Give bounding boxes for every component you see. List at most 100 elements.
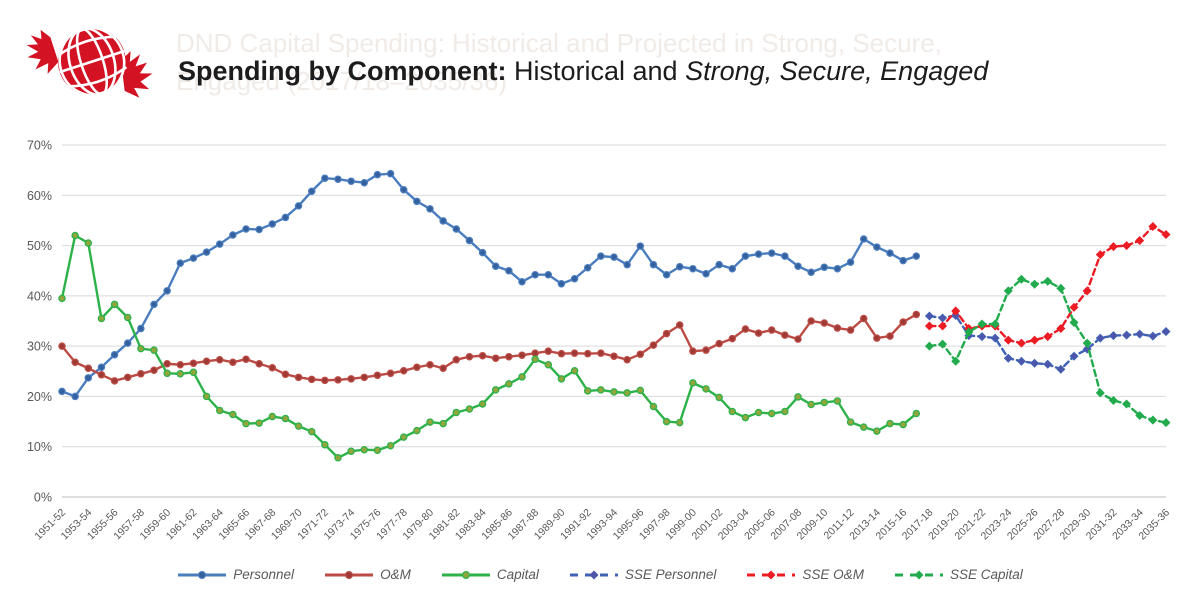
data-point-marker: [176, 370, 185, 378]
data-point-marker: [399, 367, 408, 375]
data-point-marker: [583, 349, 592, 358]
y-axis-tick-label: 40%: [27, 289, 52, 303]
data-point-marker: [938, 313, 948, 323]
data-point-marker: [1122, 399, 1132, 409]
data-point-marker: [767, 326, 776, 334]
data-point-marker: [531, 349, 539, 357]
data-point-marker: [360, 445, 369, 454]
data-point-marker: [1069, 351, 1079, 361]
data-point-marker: [623, 355, 631, 364]
data-point-marker: [570, 349, 579, 357]
data-point-marker: [137, 370, 145, 378]
data-point-marker: [912, 310, 921, 319]
data-point-marker: [715, 393, 723, 402]
data-point-marker: [334, 376, 342, 384]
data-point-marker: [307, 187, 316, 196]
data-point-marker: [754, 329, 763, 337]
data-point-marker: [754, 250, 763, 258]
legend-item-sse-o-m: SSE O&M: [746, 567, 864, 582]
data-point-marker: [715, 339, 723, 348]
data-point-marker: [886, 332, 894, 340]
data-point-marker: [689, 347, 697, 355]
data-point-marker: [728, 407, 737, 416]
data-point-marker: [505, 380, 513, 388]
data-point-marker: [255, 225, 263, 234]
data-point-marker: [294, 202, 303, 210]
globe-maple-leaf-logo: [22, 6, 172, 116]
data-point-marker: [229, 358, 237, 366]
data-point-marker: [1148, 331, 1158, 341]
data-point-marker: [334, 454, 342, 462]
data-point-marker: [1043, 332, 1053, 342]
data-point-marker: [58, 342, 66, 350]
data-point-marker: [544, 360, 553, 369]
y-axis-tick-label: 30%: [27, 340, 52, 354]
data-point-marker: [307, 427, 316, 436]
series-o-m: [58, 310, 921, 385]
data-point-marker: [794, 393, 802, 401]
data-point-marker: [1108, 395, 1118, 405]
maple-leaf-left-icon: [26, 29, 59, 74]
data-point-marker: [163, 359, 171, 368]
series-sse-capital: [924, 274, 1171, 428]
data-point-marker: [820, 398, 829, 407]
data-point-marker: [399, 433, 408, 441]
data-point-marker: [715, 260, 723, 269]
title-regular-part: Historical and: [506, 56, 686, 86]
data-point-marker: [84, 239, 93, 247]
data-point-marker: [268, 220, 277, 228]
data-point-marker: [1069, 302, 1079, 312]
spending-line-chart: 0%10%20%30%40%50%60%70%1951-521953-54195…: [27, 139, 1172, 543]
y-axis-tick-label: 60%: [27, 189, 52, 203]
data-point-marker: [990, 319, 1000, 329]
data-point-marker: [1016, 356, 1026, 366]
series-personnel: [58, 169, 921, 401]
data-point-marker: [215, 240, 224, 248]
data-point-marker: [873, 243, 881, 251]
y-axis-tick-label: 10%: [27, 440, 52, 454]
data-point-marker: [846, 258, 855, 266]
legend-label: O&M: [380, 567, 411, 582]
data-point-marker: [373, 170, 382, 179]
data-point-marker: [702, 385, 710, 393]
data-point-marker: [781, 252, 789, 260]
legend-label: SSE Personnel: [624, 567, 717, 582]
legend-item-sse-personnel: SSE Personnel: [569, 567, 717, 582]
data-point-marker: [58, 294, 66, 303]
data-point-marker: [189, 359, 198, 367]
data-point-marker: [794, 262, 802, 270]
data-point-marker: [597, 349, 605, 357]
legend-line-sample-icon: [569, 570, 618, 579]
y-axis-tick-label: 50%: [27, 239, 52, 253]
data-point-marker: [938, 339, 948, 349]
data-point-marker: [675, 418, 684, 427]
data-point-marker: [426, 360, 434, 369]
data-point-marker: [163, 287, 171, 295]
data-point-marker: [1108, 242, 1118, 252]
data-point-marker: [859, 423, 868, 431]
data-point-marker: [702, 346, 710, 354]
data-point-marker: [873, 427, 881, 435]
data-point-marker: [754, 408, 763, 417]
data-point-marker: [1043, 276, 1053, 286]
chart-legend: Personnel O&M Capital SSE Personnel SSE O&M S…: [0, 567, 1200, 582]
data-point-marker: [137, 324, 145, 333]
data-point-marker: [557, 375, 566, 383]
data-point-marker: [794, 335, 802, 343]
data-point-marker: [110, 350, 119, 359]
data-point-marker: [531, 355, 539, 363]
data-point-marker: [518, 373, 526, 381]
data-point-marker: [531, 270, 539, 279]
data-point-marker: [610, 253, 618, 261]
data-point-marker: [71, 392, 79, 401]
data-point-marker: [505, 266, 513, 275]
data-point-marker: [662, 329, 671, 338]
data-point-marker: [649, 260, 658, 269]
data-point-marker: [964, 327, 974, 337]
data-point-marker: [544, 270, 553, 279]
series-sse-personnel: [924, 310, 1171, 374]
data-point-marker: [807, 400, 815, 409]
legend-line-sample-icon: [747, 570, 796, 579]
data-point-marker: [386, 369, 395, 378]
data-point-marker: [163, 369, 171, 378]
